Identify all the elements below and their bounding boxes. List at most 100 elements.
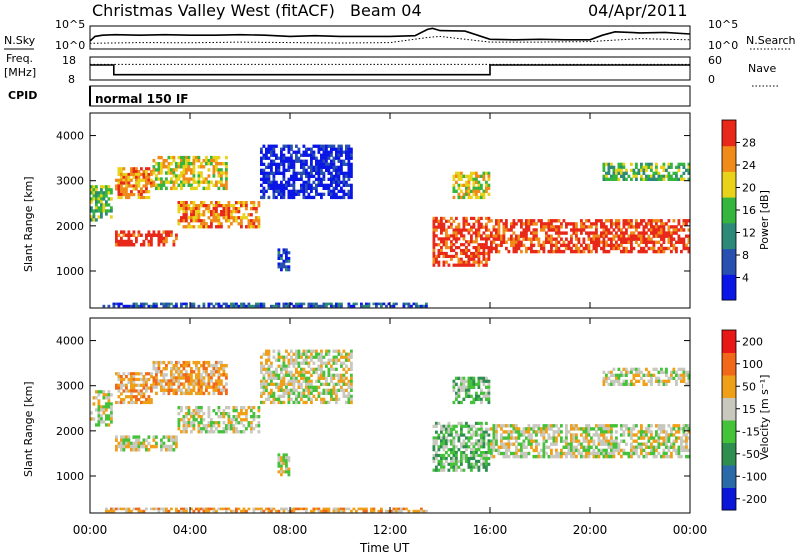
echo-cell: [487, 174, 491, 178]
echo-cell: [247, 213, 251, 217]
echo-cell: [667, 231, 671, 235]
echo-cell: [327, 361, 331, 365]
echo-cell: [197, 165, 201, 169]
echo-cell: [417, 509, 421, 513]
echo-cell: [487, 251, 491, 256]
echo-cell: [467, 222, 471, 226]
echo-cell: [310, 168, 313, 172]
echo-cell: [512, 231, 516, 235]
echo-cell: [480, 216, 483, 220]
echo-cell: [625, 451, 628, 456]
echo-cell: [555, 249, 558, 254]
echo-cell: [147, 435, 151, 439]
echo-cell: [270, 394, 273, 398]
echo-cell: [167, 302, 171, 306]
echo-cell: [535, 228, 538, 232]
echo-cell: [152, 304, 156, 308]
echo-cell: [345, 180, 348, 184]
echo-cell: [607, 168, 611, 172]
echo-cell: [452, 243, 456, 247]
echo-cell: [307, 195, 311, 200]
echo-cell: [665, 433, 668, 437]
echo-cell: [270, 168, 273, 172]
echo-cell: [282, 168, 286, 172]
echo-cell: [335, 358, 338, 362]
echo-cell: [477, 427, 481, 431]
echo-cell: [565, 225, 568, 229]
echo-cell: [480, 225, 483, 229]
echo-cell: [672, 442, 676, 446]
echo-cell: [477, 222, 481, 226]
echo-cell: [120, 230, 123, 234]
echo-cell: [565, 454, 568, 459]
echo-cell: [325, 361, 328, 365]
echo-cell: [182, 201, 186, 205]
echo-cell: [190, 213, 193, 217]
echo-cell: [132, 383, 136, 387]
echo-cell: [477, 180, 481, 184]
echo-cell: [450, 424, 453, 428]
echo-cell: [350, 509, 353, 513]
echo-cell: [125, 184, 128, 188]
echo-cell: [610, 439, 613, 443]
echo-cell: [302, 150, 306, 154]
echo-cell: [517, 243, 521, 248]
echo-cell: [105, 185, 108, 189]
echo-cell: [437, 263, 441, 267]
echo-cell: [462, 424, 466, 428]
echo-cell: [332, 195, 336, 200]
echo-cell: [390, 304, 393, 308]
echo-cell: [455, 251, 458, 256]
echo-cell: [462, 234, 466, 238]
echo-cell: [130, 190, 133, 194]
echo-cell: [562, 439, 566, 443]
echo-cell: [157, 236, 161, 241]
echo-cell: [527, 219, 531, 223]
echo-cell: [325, 186, 328, 190]
echo-cell: [340, 361, 343, 365]
echo-cell: [605, 451, 608, 456]
echo-cell: [570, 237, 573, 241]
echo-cell: [200, 388, 203, 392]
echo-cell: [535, 222, 538, 226]
echo-cell: [465, 436, 468, 440]
echo-cell: [127, 400, 131, 405]
echo-cell: [202, 418, 206, 422]
echo-cell: [265, 150, 268, 154]
echo-cell: [477, 468, 481, 472]
echo-cell: [155, 168, 158, 172]
echo-cell: [460, 248, 463, 253]
echo-cell: [657, 219, 661, 223]
echo-cell: [485, 180, 488, 184]
echo-cell: [242, 304, 246, 308]
echo-cell: [522, 243, 526, 248]
echo-cell: [197, 213, 201, 217]
echo-cell: [320, 373, 323, 377]
echo-cell: [490, 448, 493, 453]
echo-cell: [652, 373, 656, 377]
echo-cell: [432, 228, 436, 232]
echo-cell: [472, 260, 476, 264]
echo-cell: [217, 367, 221, 371]
echo-cell: [457, 436, 461, 440]
echo-cell: [162, 391, 166, 396]
echo-cell: [192, 360, 196, 365]
echo-cell: [595, 246, 598, 251]
echo-cell: [112, 509, 116, 513]
echo-cell: [460, 260, 463, 264]
echo-cell: [292, 352, 296, 356]
echo-cell: [405, 507, 408, 511]
echo-cell: [650, 237, 653, 241]
echo-cell: [150, 184, 153, 188]
echo-cell: [287, 352, 291, 356]
echo-cell: [437, 445, 441, 449]
echo-cell: [485, 243, 488, 247]
echo-cell: [217, 360, 221, 365]
echo-cell: [227, 213, 231, 217]
echo-cell: [497, 225, 501, 229]
echo-cell: [590, 436, 593, 440]
echo-cell: [602, 451, 606, 456]
echo-cell: [135, 377, 138, 382]
echo-cell: [312, 302, 316, 306]
